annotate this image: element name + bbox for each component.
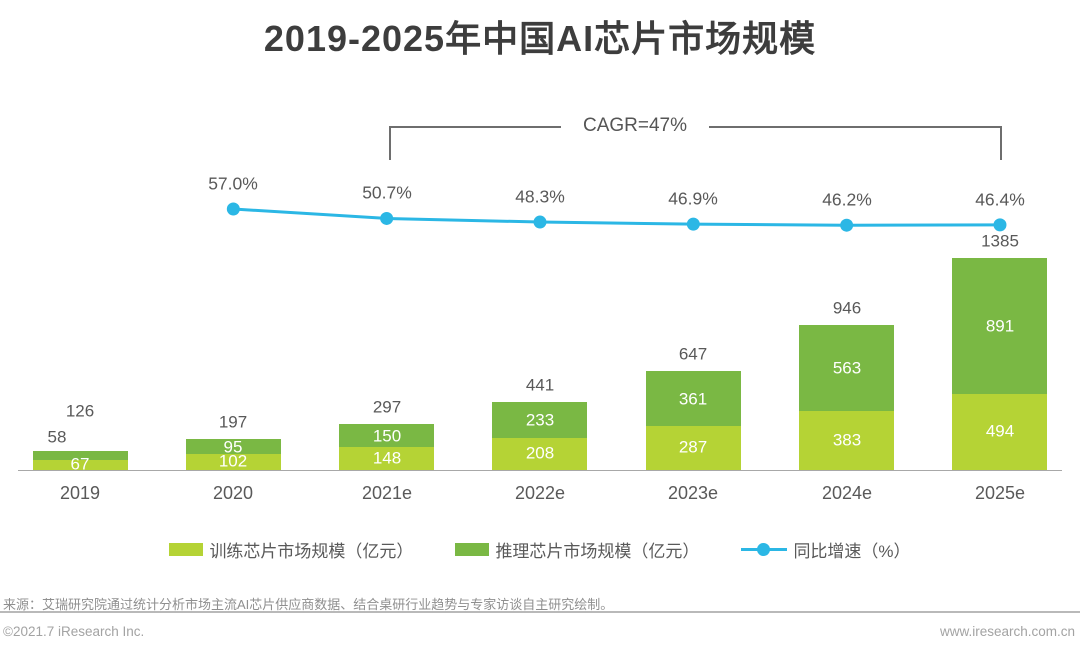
bar-training-label: 102 [218, 451, 248, 471]
bar-training-label: 148 [372, 448, 402, 468]
growth-line-marker-icon [741, 543, 788, 556]
bar-segment-training [492, 438, 587, 470]
bar-segment-training [186, 454, 281, 470]
infer-series-swatch-icon [455, 543, 490, 556]
bar-segment-training [646, 426, 741, 470]
bar-total-label: 647 [678, 344, 708, 364]
growth-point-label: 46.9% [668, 188, 718, 209]
category-label: 2020 [212, 483, 254, 503]
chart-title: 2019-2025年中国AI芯片市场规模 [263, 18, 817, 59]
bar-inference-label: 150 [372, 426, 402, 446]
bar-segment-inference [799, 325, 894, 411]
bar-segment-inference [33, 451, 128, 460]
growth-line-icon-dot [757, 543, 771, 556]
bar-total-label: 1385 [981, 231, 1019, 251]
growth-point-marker [533, 215, 547, 229]
growth-point-marker [686, 217, 700, 231]
growth-point-label: 50.7% [362, 182, 412, 203]
legend-label-infer: 推理芯片市场规模（亿元） [495, 542, 700, 561]
bar-training-label: 67 [70, 454, 90, 474]
category-label: 2021e [361, 483, 413, 503]
growth-point-marker [993, 218, 1007, 232]
growth-point-marker [840, 218, 854, 232]
source-note: 来源：艾瑞研究院通过统计分析市场主流AI芯片供应商数据、结合桌研行业趋势与专家访… [3, 597, 614, 612]
copyright-text: ©2021.7 iResearch Inc. [3, 624, 145, 639]
legend-item-growth: 同比增速（%） [741, 537, 911, 562]
growth-line-path [233, 207, 1000, 227]
bar-segment-training [952, 394, 1047, 470]
bar-segment-training [799, 411, 894, 470]
bar-segment-inference [339, 424, 434, 447]
bar-segment-inference [186, 439, 281, 454]
bar-inference-label: 58 [47, 427, 67, 447]
bar-total-label: 197 [218, 412, 248, 432]
growth-point-label: 46.4% [975, 189, 1025, 210]
legend-item-train: 训练芯片市场规模（亿元） [169, 537, 413, 562]
bar-inference-label: 563 [832, 358, 862, 378]
bar-total-label: 946 [832, 298, 862, 318]
category-label: 2022e [514, 483, 566, 503]
chart-legend: 训练芯片市场规模（亿元） 推理芯片市场规模（亿元） 同比增速（%） [0, 537, 1080, 562]
bar-inference-label: 361 [678, 389, 708, 409]
legend-label-train: 训练芯片市场规模（亿元） [209, 542, 414, 561]
bar-segment-training [33, 460, 128, 470]
growth-point-marker [380, 211, 394, 225]
category-label: 2023e [667, 483, 719, 503]
bar-segment-inference [492, 402, 587, 438]
bar-total-label: 441 [525, 375, 555, 395]
growth-point-label: 57.0% [208, 173, 258, 194]
growth-point-label: 46.2% [822, 189, 872, 210]
category-label: 2024e [821, 483, 873, 503]
bar-segment-inference [646, 371, 741, 426]
bar-inference-label: 891 [985, 316, 1015, 336]
bar-inference-label: 233 [525, 410, 555, 430]
bar-inference-label: 95 [223, 437, 243, 457]
growth-point-marker [226, 202, 240, 216]
cagr-bracket-left-line [389, 126, 561, 160]
legend-label-growth: 同比增速（%） [793, 542, 911, 561]
growth-point-label: 48.3% [515, 186, 565, 207]
bar-training-label: 383 [832, 430, 862, 450]
cagr-bracket: CAGR=47% [389, 115, 1002, 160]
website-text: www.iresearch.com.cn [939, 624, 1075, 639]
category-label: 2019 [59, 483, 101, 503]
bar-segment-inference [952, 258, 1047, 394]
cagr-annotation: CAGR=47% [583, 115, 688, 136]
bar-training-label: 494 [985, 421, 1015, 441]
cagr-bracket-right-line [709, 126, 1002, 160]
bar-total-label: 297 [372, 397, 402, 417]
bar-training-label: 208 [525, 443, 555, 463]
train-series-swatch-icon [169, 543, 204, 556]
legend-item-infer: 推理芯片市场规模（亿元） [455, 537, 699, 562]
bar-total-label: 126 [65, 401, 95, 421]
footer-divider [0, 611, 1080, 613]
x-axis-line [18, 470, 1062, 471]
category-label: 2025e [974, 483, 1026, 503]
bar-training-label: 287 [678, 437, 708, 457]
bar-segment-training [339, 447, 434, 470]
